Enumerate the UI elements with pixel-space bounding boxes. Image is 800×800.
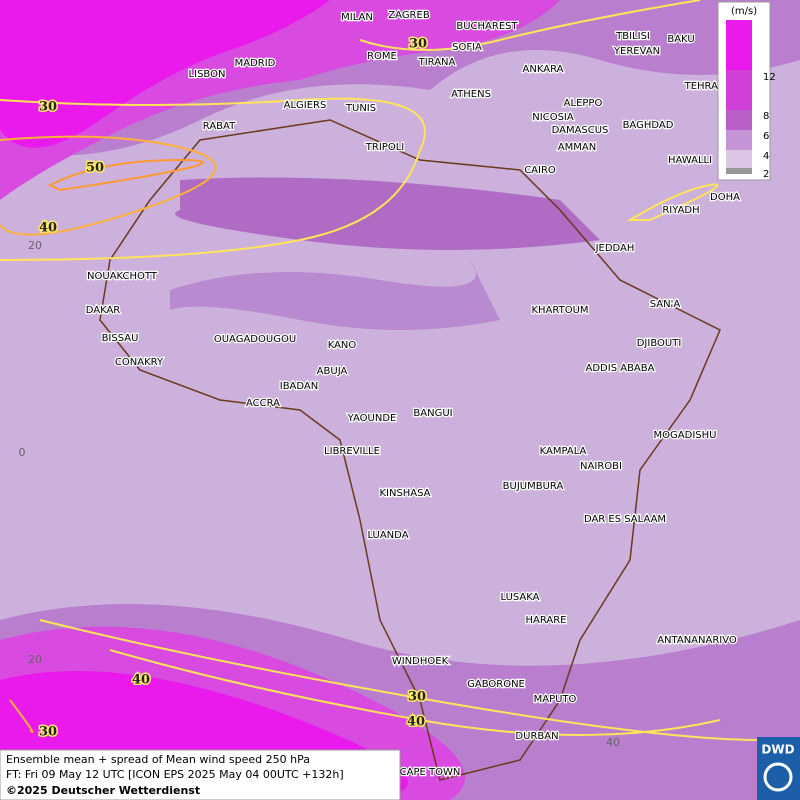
city-label: CONAKRY	[115, 357, 164, 368]
contour-label: 40	[39, 221, 57, 236]
city-label: ALGIERS	[284, 100, 327, 111]
labels: MILAN ZAGREB BUCHAREST TBILISI BAKU MADRID ROM…	[19, 9, 742, 780]
grid-label: 20	[28, 653, 42, 666]
city-label: DAR ES SALAAM	[584, 514, 666, 525]
city-label: KAMPALA	[540, 446, 587, 457]
city-label: DAKAR	[86, 305, 121, 316]
city-label: ABUJA	[317, 366, 348, 377]
contour-label: 30	[39, 100, 57, 115]
legend-tick: 8	[763, 111, 769, 122]
city-label: LUSAKA	[501, 592, 540, 603]
city-label: CAPE TOWN	[400, 767, 461, 778]
city-label: NAIROBI	[580, 461, 622, 472]
city-label: MAPUTO	[534, 694, 577, 705]
contour-label: 30	[408, 690, 426, 705]
city-label: WINDHOEK	[392, 656, 449, 667]
grid-label: 40	[606, 736, 620, 749]
logo-text: DWD	[761, 743, 794, 757]
city-label: GABORONE	[467, 679, 525, 690]
contour-label: 30	[409, 37, 427, 52]
city-label: DAMASCUS	[552, 125, 609, 136]
contour-label: 50	[86, 161, 104, 176]
legend-swatch	[726, 70, 752, 110]
city-label: IBADAN	[280, 381, 319, 392]
city-label: RABAT	[203, 121, 236, 132]
legend	[717, 1, 771, 181]
city-label: TRIPOLI	[365, 142, 404, 153]
city-label: ROME	[367, 51, 397, 62]
legend-tick: 4	[763, 151, 769, 162]
legend-swatch	[726, 20, 752, 70]
city-label: DOHA	[710, 192, 740, 203]
city-label: MILAN	[341, 12, 373, 23]
city-label: KINSHASA	[379, 488, 430, 499]
city-label: BUCHAREST	[456, 21, 518, 32]
city-label: ANTANANARIVO	[657, 635, 737, 646]
footer-copyright: ©2025 Deutscher Wetterdienst	[6, 784, 200, 797]
contours	[0, 0, 761, 741]
city-label: KHARTOUM	[531, 305, 588, 316]
city-label: BUJUMBURA	[503, 481, 564, 492]
legend-tick: 12	[763, 72, 776, 83]
city-label: SAN'A	[650, 299, 681, 310]
city-label: BANGUI	[413, 408, 452, 419]
contour-label: 40	[132, 673, 150, 688]
city-label: OUAGADOUGOU	[214, 334, 296, 345]
coastline	[99, 119, 721, 781]
city-label: DJIBOUTI	[637, 338, 682, 349]
city-label: LISBON	[189, 69, 226, 80]
city-label: RIYADH	[662, 205, 699, 216]
region	[0, 0, 330, 148]
city-label: MADRID	[235, 58, 276, 69]
region	[170, 260, 500, 330]
city-label: ALEPPO	[564, 98, 603, 109]
legend-swatch	[726, 150, 752, 168]
city-label: MOGADISHU	[654, 430, 717, 441]
logo-icon	[763, 762, 793, 792]
city-label: ANKARA	[523, 64, 564, 75]
city-label: SOFIA	[452, 42, 482, 53]
city-label: TIRANA	[418, 57, 456, 68]
city-label: HARARE	[525, 615, 566, 626]
city-label: LIBREVILLE	[324, 446, 380, 457]
legend-unit: (m/s)	[731, 6, 757, 17]
grid-label: 20	[28, 239, 42, 252]
legend-tick: 2	[763, 169, 769, 180]
city-label: BISSAU	[102, 333, 139, 344]
city-label: ACCRA	[246, 398, 280, 409]
region	[175, 177, 600, 250]
city-label: BAGHDAD	[623, 120, 674, 131]
city-label: NICOSIA	[532, 112, 574, 123]
city-label: HAWALLI	[668, 155, 712, 166]
city-label: ADDIS ABABA	[586, 363, 655, 374]
city-label: TUNIS	[345, 103, 376, 114]
contour-label: 30	[39, 725, 57, 740]
city-label: ATHENS	[451, 89, 491, 100]
city-label: TBILISI	[615, 31, 650, 42]
city-label: BAKU	[667, 34, 694, 45]
city-label: NOUAKCHOTT	[87, 271, 158, 282]
contour-label: 40	[407, 715, 425, 730]
footer-time: FT: Fri 09 May 12 UTC [ICON EPS 2025 May…	[6, 768, 344, 781]
city-label: KANO	[328, 340, 357, 351]
city-label: YEREVAN	[613, 46, 660, 57]
grid-label: 0	[19, 446, 26, 459]
city-label: CAIRO	[524, 165, 556, 176]
city-label: LUANDA	[367, 530, 408, 541]
city-label: JEDDAH	[595, 243, 635, 254]
city-label: TEHRAN	[684, 81, 726, 92]
city-label: AMMAN	[558, 142, 596, 153]
footer-box	[0, 749, 401, 800]
city-label: YAOUNDE	[347, 413, 397, 424]
legend-swatch	[726, 110, 752, 130]
footer-title: Ensemble mean + spread of Mean wind spee…	[6, 753, 310, 766]
legend-swatch	[726, 130, 752, 150]
city-label: ZAGREB	[388, 10, 430, 21]
legend-swatch	[726, 168, 752, 174]
legend-tick: 6	[763, 131, 769, 142]
city-label: DURBAN	[515, 731, 558, 742]
